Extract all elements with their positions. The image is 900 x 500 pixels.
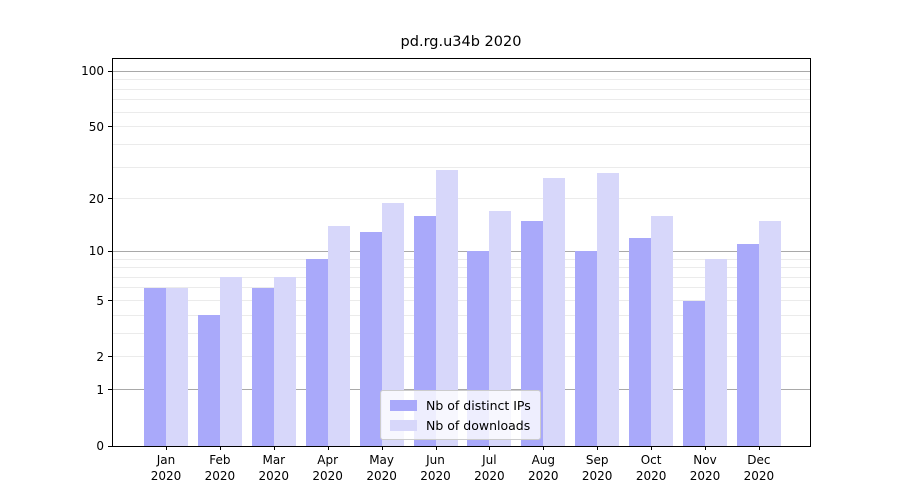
x-tick-mark bbox=[651, 446, 653, 450]
bar-dec-distinct-ips bbox=[736, 244, 759, 446]
bar-aug-distinct-ips bbox=[521, 220, 544, 446]
bar-feb-downloads bbox=[219, 277, 242, 446]
gridline-minor bbox=[113, 99, 810, 101]
x-tick-label: Mar 2020 bbox=[258, 453, 290, 483]
bar-may-distinct-ips bbox=[359, 231, 382, 446]
x-tick-mark bbox=[597, 446, 599, 450]
y-tick-mark bbox=[108, 198, 112, 200]
gridline-minor bbox=[113, 143, 810, 145]
x-tick-mark bbox=[543, 446, 545, 450]
chart-title: pd.rg.u34b 2020 bbox=[400, 34, 522, 50]
gridline-minor bbox=[113, 267, 810, 269]
y-tick-label: 10 bbox=[88, 244, 104, 259]
y-tick-mark bbox=[108, 250, 112, 252]
gridline-minor bbox=[113, 300, 810, 301]
x-tick-label: Jan 2020 bbox=[150, 453, 182, 483]
gridline-minor bbox=[113, 79, 810, 81]
x-tick-label: Dec 2020 bbox=[743, 453, 775, 483]
x-tick-label: Jul 2020 bbox=[474, 453, 505, 483]
bar-jan-distinct-ips bbox=[144, 287, 166, 446]
gridline-minor bbox=[113, 111, 810, 113]
legend-item-downloads: Nb of downloads bbox=[390, 417, 531, 433]
plot-area: Nb of distinct IPs Nb of downloads bbox=[112, 58, 811, 447]
bar-feb-distinct-ips bbox=[197, 315, 220, 446]
bar-sep-distinct-ips bbox=[575, 251, 598, 446]
y-tick-label: 2 bbox=[96, 349, 104, 364]
x-tick-mark bbox=[489, 446, 491, 450]
gridline-major bbox=[113, 70, 810, 72]
gridline-minor bbox=[113, 314, 810, 316]
y-tick-label: 1 bbox=[96, 382, 104, 397]
bar-jun-distinct-ips bbox=[413, 215, 436, 446]
y-tick-mark bbox=[108, 126, 112, 128]
gridline-minor bbox=[113, 166, 810, 168]
legend-label-downloads: Nb of downloads bbox=[426, 417, 531, 433]
legend-item-distinct-ips: Nb of distinct IPs bbox=[390, 397, 531, 413]
x-tick-mark bbox=[166, 446, 167, 450]
gridline-minor bbox=[113, 88, 810, 90]
x-tick-label: Sep 2020 bbox=[581, 453, 613, 483]
gridline-minor bbox=[113, 258, 810, 260]
bar-oct-downloads bbox=[651, 215, 674, 446]
gridline-minor bbox=[113, 198, 810, 200]
bar-jan-downloads bbox=[166, 287, 188, 446]
legend-swatch-downloads bbox=[390, 419, 417, 431]
y-tick-mark bbox=[108, 300, 112, 301]
x-tick-label: Aug 2020 bbox=[528, 453, 559, 483]
bar-mar-downloads bbox=[273, 277, 296, 446]
x-tick-label: Oct 2020 bbox=[635, 453, 667, 483]
legend-swatch-distinct-ips bbox=[390, 399, 417, 411]
bar-oct-distinct-ips bbox=[629, 237, 652, 446]
y-tick-mark bbox=[108, 389, 112, 391]
gridline-major bbox=[113, 389, 810, 391]
bar-apr-distinct-ips bbox=[305, 259, 328, 446]
y-tick-label: 50 bbox=[88, 119, 104, 134]
gridline-minor bbox=[113, 332, 810, 334]
bar-apr-downloads bbox=[327, 226, 350, 446]
bar-dec-downloads bbox=[758, 220, 781, 446]
y-tick-mark bbox=[108, 70, 112, 72]
bar-may-downloads bbox=[381, 202, 404, 446]
x-tick-label: May 2020 bbox=[366, 453, 397, 483]
bar-mar-distinct-ips bbox=[251, 287, 274, 446]
gridline-minor bbox=[113, 276, 810, 278]
y-tick-label: 100 bbox=[81, 64, 104, 79]
x-tick-label: Nov 2020 bbox=[689, 453, 721, 483]
x-tick-mark bbox=[758, 446, 760, 450]
x-tick-mark bbox=[435, 446, 437, 450]
bar-nov-distinct-ips bbox=[683, 300, 705, 446]
x-tick-label: Feb 2020 bbox=[204, 453, 236, 483]
gridline-minor bbox=[113, 126, 810, 128]
y-tick-mark bbox=[108, 445, 112, 447]
bar-jun-downloads bbox=[435, 169, 458, 446]
y-tick-mark bbox=[108, 356, 112, 358]
x-tick-mark bbox=[381, 446, 383, 450]
y-tick-label: 5 bbox=[96, 293, 104, 308]
bar-jul-downloads bbox=[489, 211, 512, 446]
gridline-minor bbox=[113, 356, 810, 358]
bar-aug-downloads bbox=[543, 178, 566, 446]
bar-nov-downloads bbox=[705, 259, 727, 446]
x-tick-label: Jun 2020 bbox=[420, 453, 451, 483]
legend-label-distinct-ips: Nb of distinct IPs bbox=[426, 397, 531, 413]
gridline-major bbox=[113, 250, 810, 252]
x-tick-mark bbox=[327, 446, 329, 450]
legend: Nb of distinct IPs Nb of downloads bbox=[380, 390, 541, 440]
x-tick-mark bbox=[219, 446, 221, 450]
x-tick-mark bbox=[705, 446, 706, 450]
x-tick-mark bbox=[273, 446, 275, 450]
bar-sep-downloads bbox=[597, 172, 620, 446]
gridline-minor bbox=[113, 287, 810, 289]
y-tick-label: 0 bbox=[96, 439, 104, 453]
y-tick-label: 20 bbox=[88, 191, 104, 206]
x-tick-label: Apr 2020 bbox=[312, 453, 343, 483]
